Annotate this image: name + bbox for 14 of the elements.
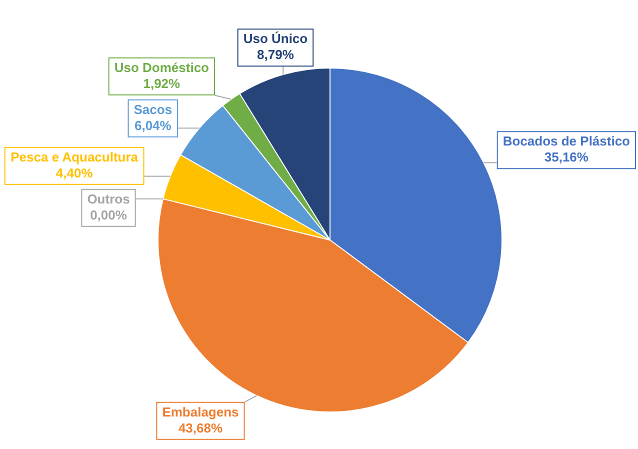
slice-label: Uso Doméstico [114,60,210,75]
slice-label: Pesca e Aquacultura [10,149,139,164]
slice-label: Bocados de Plástico [502,134,630,149]
legend-label: Outros [87,191,130,206]
slice-label: Uso Único [243,31,308,46]
slice-label: Embalagens [162,404,239,420]
data-label: 4,40% [56,165,94,180]
data-label: 35,16% [544,150,589,165]
data-label: 1,92% [143,76,181,91]
data-label: 8,79% [257,47,294,62]
data-label: 6,04% [134,118,172,133]
slice-label: Sacos [134,102,172,117]
text: 0,00% [90,207,127,222]
data-label: 43,68% [178,420,223,436]
